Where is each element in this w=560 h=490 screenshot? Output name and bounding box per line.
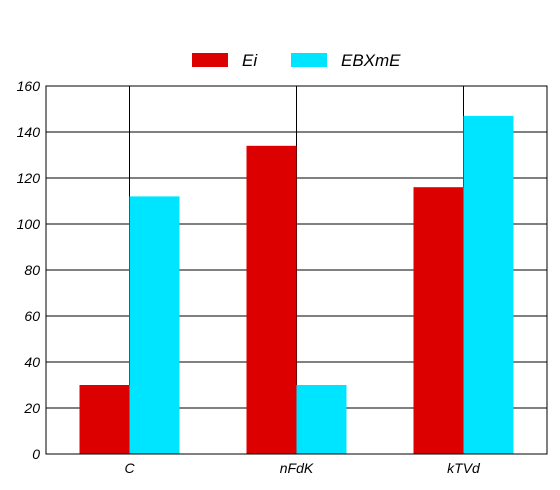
y-tick-label: 100 <box>17 216 41 232</box>
bar-Ei-nFdK <box>246 145 297 455</box>
y-tick-label: 40 <box>24 354 40 370</box>
x-category-label: nFdK <box>280 460 314 476</box>
y-tick-label: 140 <box>17 124 41 140</box>
y-tick-label: 0 <box>32 446 40 462</box>
y-tick-label: 80 <box>24 262 40 278</box>
bar-EBXmE-kTVd <box>463 115 514 455</box>
legend-swatch-Ei <box>192 53 228 67</box>
legend-label-EBXmE: EBXmE <box>341 51 401 70</box>
bar-EBXmE-nFdK <box>296 385 347 454</box>
bar-Ei-kTVd <box>413 187 464 454</box>
bar-EBXmE-C <box>129 196 180 454</box>
legend-label-Ei: Ei <box>242 51 258 70</box>
legend: Ei EBXmE <box>192 51 401 70</box>
y-tick-label: 20 <box>23 400 40 416</box>
legend-swatch-EBXmE <box>291 53 327 67</box>
y-axis-ticks: 0 20 40 60 80 100 120 140 160 <box>17 78 41 462</box>
y-tick-label: 60 <box>24 308 40 324</box>
plot-frame <box>45 85 548 455</box>
bars <box>79 115 514 455</box>
x-category-label: C <box>124 460 135 476</box>
bar-Ei-C <box>79 385 130 454</box>
y-tick-label: 160 <box>17 78 41 94</box>
y-tick-label: 120 <box>17 170 41 186</box>
x-category-label: kTVd <box>447 460 481 476</box>
